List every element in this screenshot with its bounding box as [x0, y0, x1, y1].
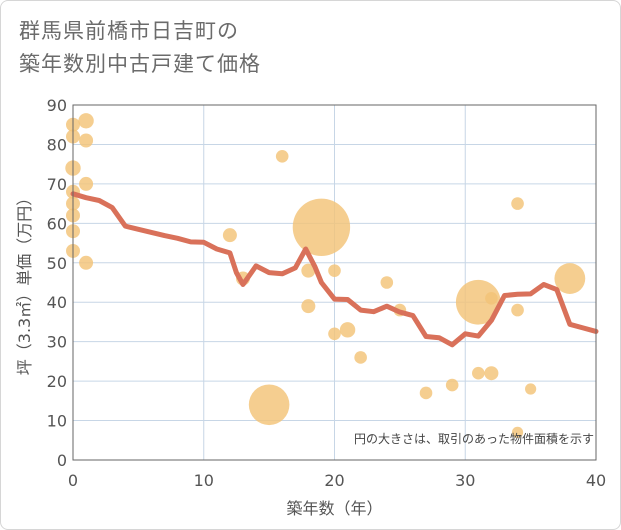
scatter-point [292, 198, 351, 256]
scatter-point [79, 133, 94, 148]
chart-title: 群馬県前橋市日吉町の 築年数別中古戸建て価格 [19, 15, 261, 81]
scatter-point [339, 322, 356, 338]
chart-title-line-1: 群馬県前橋市日吉町の [19, 19, 239, 43]
x-axis-label: 築年数（年） [286, 499, 382, 518]
scatter-point [445, 378, 459, 392]
y-axis-label: 坪（3.3㎡）単価（万円） [15, 190, 34, 375]
scatter-point [419, 386, 433, 400]
scatter-point [301, 299, 316, 314]
x-tick-label: 40 [586, 471, 606, 490]
scatter-point [78, 113, 94, 129]
y-tick-label: 90 [47, 96, 67, 115]
y-tick-label: 50 [47, 254, 67, 273]
scatter-point [79, 255, 94, 270]
x-tick-label: 30 [455, 471, 475, 490]
scatter-point [511, 197, 524, 210]
size-note: 円の大きさは、取引のあった物件面積を示す [354, 431, 594, 446]
scatter-point [525, 383, 537, 395]
x-tick-label: 20 [324, 471, 344, 490]
scatter-point [79, 176, 94, 191]
y-tick-label: 10 [47, 412, 67, 431]
trend-line [70, 191, 599, 348]
scatter-point [354, 351, 367, 364]
y-tick-label: 80 [47, 135, 67, 154]
scatter-point [511, 426, 524, 438]
scatter-point [328, 327, 341, 341]
scatter-point [380, 276, 394, 289]
scatter-point [485, 291, 498, 305]
scatter-point [455, 279, 501, 325]
scatter-point [222, 228, 237, 243]
grid-lines [73, 105, 596, 460]
y-tick-label: 60 [47, 214, 67, 233]
y-tick-label: 30 [47, 333, 67, 352]
y-tick-label: 20 [47, 372, 67, 391]
scatter-point [554, 263, 586, 294]
scatter-point [328, 264, 341, 277]
scatter-point [275, 149, 289, 163]
scatter-point [301, 263, 316, 278]
y-tick-label: 40 [47, 293, 67, 312]
chart-title-line-2: 築年数別中古戸建て価格 [19, 52, 261, 76]
plot-frame [72, 104, 597, 461]
scatter-points [65, 113, 586, 438]
scatter-point [472, 366, 485, 380]
x-tick-label: 0 [68, 471, 78, 490]
scatter-point [248, 384, 290, 426]
scatter-point [511, 303, 524, 317]
x-tick-label: 10 [194, 471, 214, 490]
axis-ticks: 0 10 20 30 40 0 10 20 30 40 50 60 70 80 90 [47, 96, 607, 490]
scatter-point [484, 366, 499, 381]
y-tick-label: 70 [47, 175, 67, 194]
y-tick-label: 0 [57, 451, 67, 470]
